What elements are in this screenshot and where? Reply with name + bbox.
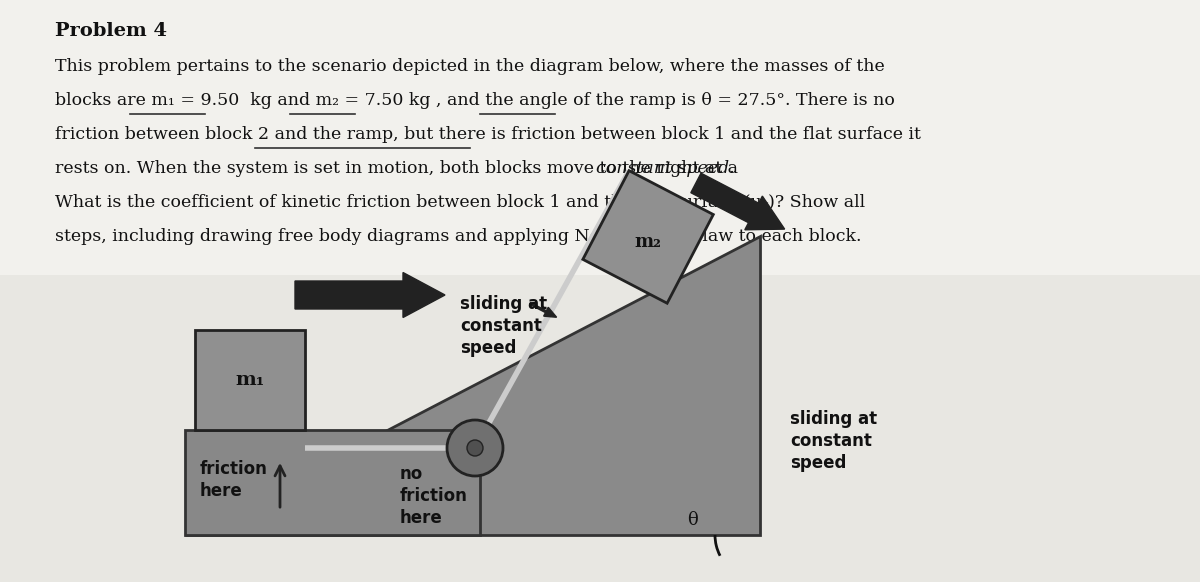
FancyBboxPatch shape	[194, 330, 305, 430]
Text: θ: θ	[686, 511, 697, 529]
Polygon shape	[583, 171, 713, 303]
Text: blocks are m₁ = 9.50  kg and m₂ = 7.50 kg , and the angle of the ramp is θ = 27.: blocks are m₁ = 9.50 kg and m₂ = 7.50 kg…	[55, 92, 895, 109]
Text: sliding at
constant
speed: sliding at constant speed	[460, 295, 547, 357]
FancyArrow shape	[295, 272, 445, 318]
Text: no
friction
here: no friction here	[400, 465, 468, 527]
Text: friction between block 2 and the ramp, but there is friction between block 1 and: friction between block 2 and the ramp, b…	[55, 126, 920, 143]
Circle shape	[446, 420, 503, 476]
Text: m₁: m₁	[235, 371, 265, 389]
Text: m₂: m₂	[635, 233, 661, 251]
Text: constant speed.: constant speed.	[596, 160, 734, 177]
Text: steps, including drawing free body diagrams and applying Newton’s 2nd law to eac: steps, including drawing free body diagr…	[55, 228, 862, 245]
Text: This problem pertains to the scenario depicted in the diagram below, where the m: This problem pertains to the scenario de…	[55, 58, 884, 75]
Text: Problem 4: Problem 4	[55, 22, 167, 40]
FancyBboxPatch shape	[0, 275, 1200, 582]
Circle shape	[467, 440, 482, 456]
Text: sliding at
constant
speed: sliding at constant speed	[790, 410, 877, 473]
Text: What is the coefficient of kinetic friction between block 1 and the flat surface: What is the coefficient of kinetic frict…	[55, 194, 865, 211]
Polygon shape	[185, 236, 760, 535]
Text: friction
here: friction here	[200, 460, 268, 500]
FancyBboxPatch shape	[0, 0, 1200, 275]
Text: rests on. When the system is set in motion, both blocks move to the right at a: rests on. When the system is set in moti…	[55, 160, 744, 177]
FancyArrow shape	[529, 303, 557, 317]
FancyArrow shape	[691, 173, 785, 230]
FancyBboxPatch shape	[185, 430, 480, 535]
